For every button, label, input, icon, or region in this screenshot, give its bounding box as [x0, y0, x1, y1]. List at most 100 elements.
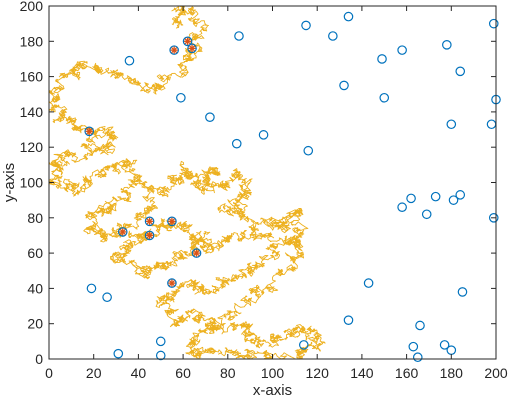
circle-marker [421, 209, 432, 220]
star-marker-circle [169, 45, 179, 55]
x-tick-label: 120 [306, 365, 330, 381]
circle-marker [397, 45, 407, 55]
circle-marker [412, 352, 423, 363]
circle-marker [339, 80, 349, 91]
circle-marker [343, 11, 354, 22]
star-marker-stroke [171, 47, 178, 54]
circle-marker [301, 20, 311, 31]
circle-marker [379, 92, 390, 103]
star-marker-circle [167, 216, 177, 227]
x-tick-label: 80 [220, 365, 236, 381]
y-tick-label: 80 [27, 210, 43, 226]
axes: 0 20 40 60 80 100 120 140 160 180 200 0 20 40 60 80 100 1… [20, 0, 508, 381]
star-marker [144, 216, 155, 227]
circle-marker [298, 340, 309, 350]
circle-marker [439, 340, 450, 350]
circle-marker [442, 40, 452, 50]
circle-marker [176, 92, 186, 103]
star-marker-stroke [184, 38, 191, 45]
y-tick-label: 200 [20, 0, 44, 14]
x-tick-label: 0 [45, 365, 53, 381]
circle-marker [455, 190, 466, 200]
plot-background [49, 6, 496, 359]
circle-marker [397, 202, 407, 213]
circle-marker [205, 112, 215, 122]
star-marker-stroke [146, 232, 153, 239]
y-axis-label: y-axis [1, 163, 18, 202]
circle-marker [406, 193, 416, 204]
star-marker-circle [144, 230, 155, 241]
x-tick-label: 100 [261, 365, 285, 381]
circle-marker [102, 292, 112, 303]
y-tick-label: 100 [20, 175, 44, 191]
x-tick-label: 140 [350, 365, 374, 381]
y-tick-label: 140 [20, 104, 44, 120]
circle-marker [488, 213, 499, 223]
y-tick-label: 160 [20, 69, 44, 85]
star-marker [187, 43, 197, 54]
star-marker [167, 278, 177, 288]
circle-marker [231, 138, 242, 149]
star-marker-circle [187, 43, 197, 54]
star-marker [144, 230, 155, 241]
circle-marker [343, 315, 354, 325]
star-marker-circle [167, 278, 177, 288]
star-marker [169, 45, 179, 55]
x-tick-label: 40 [131, 365, 147, 381]
circle-marker [408, 341, 419, 352]
x-tick-label: 20 [86, 365, 102, 381]
circle-marker [328, 31, 338, 41]
star-marker-circle [84, 126, 95, 137]
plot-area [49, 6, 496, 359]
circle-marker [488, 18, 499, 29]
star-marker-circle [191, 248, 202, 258]
star-marker-stroke [119, 228, 126, 235]
circle-marker [124, 55, 135, 66]
circle-marker [113, 348, 124, 359]
y-tick-label: 120 [20, 139, 44, 155]
circle-marker [377, 54, 387, 64]
circle-marker [430, 191, 441, 202]
star-marker-stroke [193, 250, 200, 257]
star-marker [117, 227, 128, 237]
y-tick-label: 20 [27, 316, 43, 332]
y-tick-label: 60 [27, 245, 43, 261]
star-marker-circle [144, 216, 155, 227]
random-walk-paths [48, 5, 326, 360]
circle-marker [455, 66, 466, 77]
circle-marker [446, 119, 457, 130]
circle-marker [415, 320, 425, 331]
x-tick-label: 200 [484, 365, 508, 381]
circle-markers [86, 11, 501, 363]
star-marker [84, 126, 95, 137]
circle-marker [155, 336, 166, 347]
circle-marker [363, 278, 374, 288]
random-walk-path [48, 5, 326, 360]
star-markers [84, 36, 202, 288]
star-marker-stroke [86, 128, 93, 135]
x-tick-label: 180 [440, 365, 464, 381]
y-tick-label: 0 [35, 351, 43, 367]
star-marker-stroke [168, 280, 175, 287]
x-axis-label: x-axis [253, 382, 292, 399]
star-marker-stroke [168, 218, 175, 225]
circle-marker [303, 145, 314, 156]
star-marker [191, 248, 202, 258]
star-marker [182, 36, 193, 47]
circle-marker [86, 283, 97, 294]
y-tick-label: 40 [27, 280, 43, 296]
circle-marker [457, 287, 468, 297]
circle-marker [448, 195, 459, 205]
star-marker-circle [117, 227, 128, 237]
y-tick-label: 180 [20, 33, 44, 49]
star-marker-stroke [146, 218, 153, 225]
star-marker [167, 216, 177, 227]
circle-marker [258, 130, 269, 140]
circle-marker [155, 350, 166, 361]
circle-marker [234, 31, 244, 41]
star-marker-circle [182, 36, 193, 47]
x-tick-label: 160 [395, 365, 419, 381]
star-marker-stroke [189, 45, 196, 52]
